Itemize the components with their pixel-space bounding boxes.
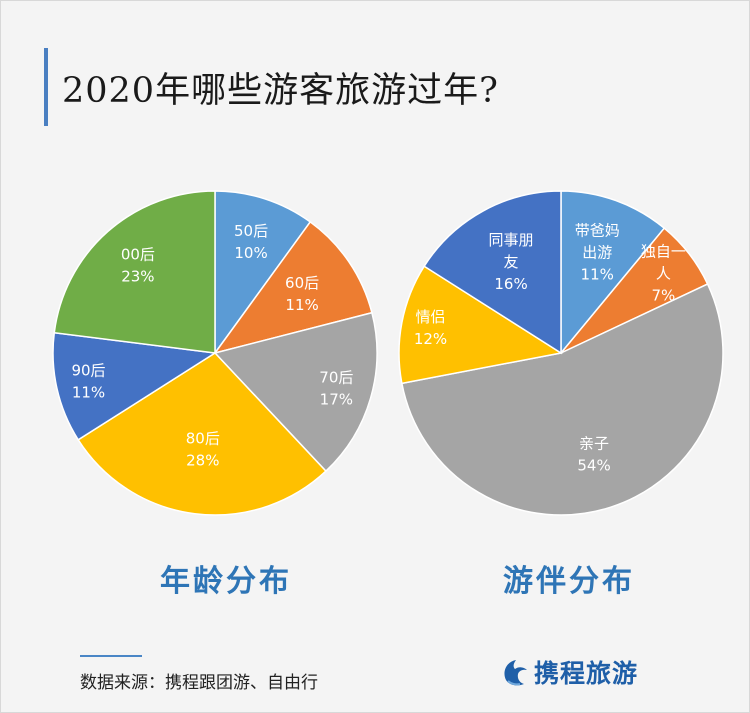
- slice-label-line: 11%: [72, 383, 105, 401]
- pie-slice: [213, 311, 378, 473]
- slice-label-line: 11%: [285, 296, 318, 314]
- logo-text: 携程旅游: [534, 659, 639, 688]
- pie-slice: [423, 190, 562, 355]
- slice-label: 80后 28%: [186, 429, 220, 469]
- slice-label: 情侣 12%: [414, 308, 447, 348]
- slice-label-line: 90后: [71, 361, 105, 379]
- page-title: 2020年哪些游客旅游过年?: [62, 71, 499, 111]
- slice-label: 独自一人 7%: [641, 243, 686, 305]
- pie-slice: [52, 331, 218, 441]
- pie-slice: [77, 352, 327, 516]
- slice-label-line: 10%: [234, 244, 267, 262]
- pie-slice: [213, 220, 373, 355]
- slice-label-line: 人: [656, 265, 671, 283]
- slice-label-line: 亲子: [579, 435, 609, 453]
- data-source: 数据来源：携程跟团游、自由行: [80, 673, 318, 693]
- title-accent-bar: [44, 48, 48, 126]
- pie-slice: [398, 265, 564, 385]
- slice-label-line: 54%: [577, 457, 610, 475]
- slice-label-line: 友: [504, 253, 519, 271]
- companion-distribution-caption: 游伴分布: [503, 564, 635, 599]
- slice-label-line: 28%: [186, 451, 219, 469]
- slice-label-line: 带爸妈: [575, 221, 620, 239]
- slice-label: 00后 23%: [121, 246, 155, 286]
- pie-slice: [560, 190, 666, 356]
- slice-label-line: 50后: [234, 222, 268, 240]
- age-distribution-pie: 50后 10%60后 11%70后 17%80后 28%90后 11%00后 23%: [52, 190, 378, 516]
- slice-label-line: 60后: [285, 274, 319, 292]
- companion-distribution-pie: 带爸妈出游 11% 独自一人 7% 亲子 54% 情侣 12% 同事朋友 16%: [398, 190, 724, 516]
- slice-label: 带爸妈出游 11%: [575, 221, 620, 283]
- slice-label-line: 12%: [414, 330, 447, 348]
- slice-label-line: 同事朋: [489, 231, 534, 249]
- slice-label-line: 80后: [186, 429, 220, 447]
- slice-label-line: 情侣: [416, 308, 446, 326]
- slice-label-line: 16%: [494, 275, 527, 293]
- pie-slice: [214, 190, 312, 356]
- dolphin-logo-icon: [504, 660, 527, 686]
- age-distribution-caption: 年龄分布: [160, 564, 292, 599]
- slice-label-line: 独自一: [641, 243, 686, 261]
- pie-slice: [53, 190, 216, 354]
- slice-label-line: 出游: [582, 243, 612, 261]
- slice-label: 70后 17%: [319, 368, 353, 408]
- slice-label-line: 23%: [121, 268, 154, 286]
- slice-label: 亲子 54%: [577, 435, 610, 475]
- slice-label-line: 00后: [121, 246, 155, 264]
- slice-label-line: 17%: [320, 390, 353, 408]
- pie-slice: [400, 283, 724, 516]
- slice-label: 50后 10%: [234, 222, 268, 262]
- slice-label: 90后 11%: [71, 361, 105, 401]
- slice-label: 同事朋友 16%: [489, 231, 534, 293]
- ctrip-logo: 携程旅游: [500, 654, 638, 690]
- slice-label-line: 11%: [581, 265, 614, 283]
- source-divider: [80, 655, 142, 657]
- slice-label-line: 7%: [652, 287, 676, 305]
- slice-label: 60后 11%: [285, 274, 319, 314]
- slice-label-line: 70后: [319, 368, 353, 386]
